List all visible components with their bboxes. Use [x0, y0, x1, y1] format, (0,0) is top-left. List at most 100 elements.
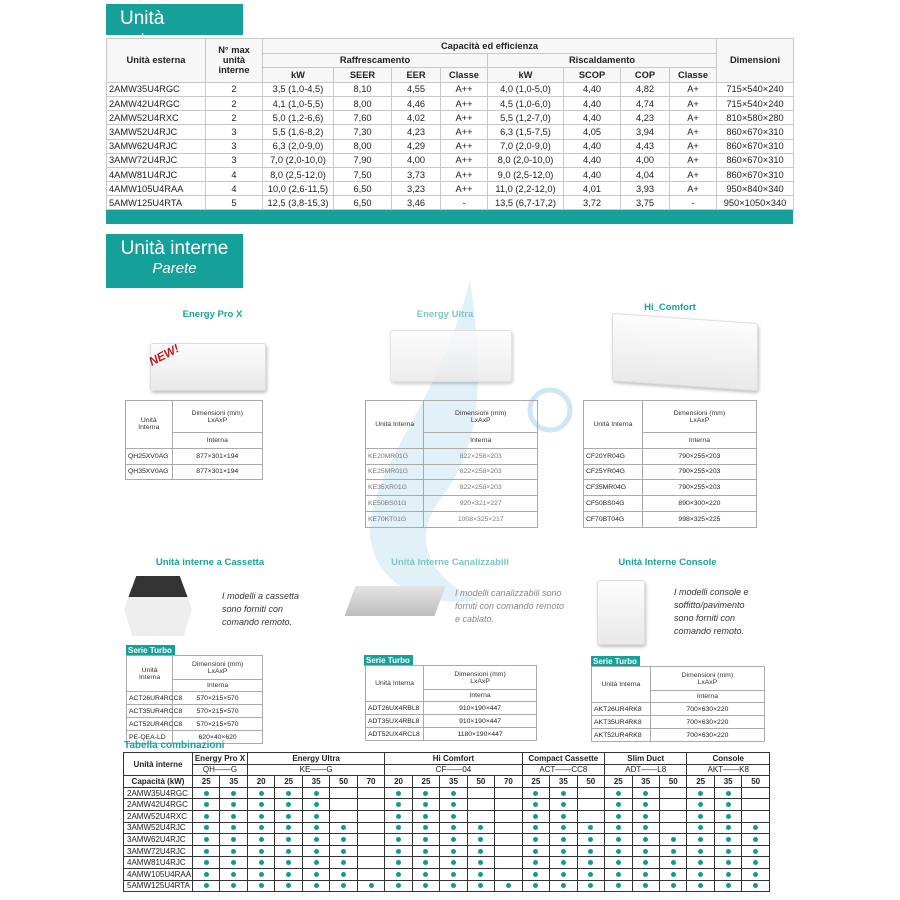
combo-cell: [411, 786, 441, 800]
combo-cell: [439, 821, 468, 835]
compatible-dot-icon: [478, 825, 484, 831]
combo-cell: [631, 821, 660, 835]
cell-eer: 4,23: [391, 124, 441, 140]
combo-row: 5AMW125U4RTA: [123, 879, 770, 893]
col-interna: Interna: [641, 432, 758, 449]
compatible-dot-icon: [615, 883, 621, 889]
table-row: 2AMW35U4RGC 2 3,5 (1,0-4,5) 8,10 4,55 A++ 4,0 …: [106, 81, 795, 97]
combo-cell: [384, 844, 413, 858]
cell-model: 3AMW72U4RJC: [106, 152, 206, 168]
combo-row: 2AMW35U4RGC: [123, 786, 770, 800]
group-code: ACT——CC8: [521, 763, 606, 777]
table-row: 5AMW125U4RTA 5 12,5 (3,8-15,3) 6,50 3,46-13,…: [106, 195, 795, 211]
table-row: ADT52UX4RCL8 1180×190×447: [364, 727, 537, 741]
cell-max-units: 3: [205, 138, 263, 154]
combo-cell: [576, 856, 606, 869]
console-image: [597, 580, 645, 645]
cell-max-units: 2: [205, 81, 263, 97]
compatible-dot-icon: [258, 825, 264, 831]
col-unit: Unità Interna: [125, 655, 174, 692]
cell-model: 3AMW52U4RJC: [106, 124, 206, 140]
combo-cell: [301, 856, 331, 869]
combo-cell: [466, 856, 496, 869]
compatible-dot-icon: [313, 836, 319, 842]
table-row: ADT35UX4RBL8 910×190×447: [364, 714, 537, 728]
lxaxp-label: LxAxP: [689, 416, 710, 424]
compatible-dot-icon: [450, 848, 456, 854]
compatible-dot-icon: [725, 860, 731, 866]
col-seer: SEER: [333, 67, 392, 83]
compatible-dot-icon: [725, 825, 731, 831]
energy-ultra-image: [390, 330, 512, 382]
cell-model: CF70BT04G: [583, 510, 643, 528]
combo-cell: [521, 867, 551, 881]
combination-table: Unità interne Energy Pro X Energy Ultra Hi …: [123, 751, 770, 893]
cell-heat-class: -: [668, 195, 718, 211]
compatible-dot-icon: [423, 883, 429, 889]
combo-cell: [658, 809, 688, 823]
combo-cell: [549, 786, 578, 800]
compatible-dot-icon: [560, 871, 566, 877]
cell-heat-kw: 9,0 (2,5-12,0): [487, 166, 564, 183]
combo-cell: [411, 798, 441, 811]
combo-cell: [384, 833, 413, 846]
table-row: 4AMW81U4RJC 4 8,0 (2,5-12,0) 7,50 3,73 A++ 9,0…: [106, 166, 795, 183]
combo-cell: [274, 786, 303, 800]
combo-cell: [411, 833, 441, 846]
compatible-dot-icon: [313, 790, 319, 796]
cell-dimensions: 950×840×340: [716, 181, 795, 197]
compatible-dot-icon: [560, 790, 566, 796]
compatible-dot-icon: [588, 848, 594, 854]
compatible-dot-icon: [615, 790, 621, 796]
table-row: KE50BS01G 920×321×227: [364, 495, 538, 512]
compatible-dot-icon: [396, 813, 402, 819]
combo-cell: [576, 833, 606, 846]
compatible-dot-icon: [698, 860, 704, 866]
table-row: 3AMW72U4RJC 3 7,0 (2,0-10,0) 7,90 4,00 A++ 8,0…: [106, 152, 795, 168]
table-row: QH25XV0AG 877×301×194: [125, 447, 264, 465]
compatible-dot-icon: [698, 790, 704, 796]
compatible-dot-icon: [670, 871, 676, 877]
compatible-dot-icon: [450, 790, 456, 796]
capacity-value: 35: [219, 775, 248, 788]
compatible-dot-icon: [753, 883, 759, 889]
dims-label: Dimensioni (mm): [681, 671, 734, 679]
cell-model: 2AMW42U4RGC: [106, 95, 206, 112]
compatible-dot-icon: [396, 825, 402, 831]
cell-cool-kw: 5,5 (1,6-8,2): [262, 124, 334, 140]
cell-model: ACT52UR4RCC8: [125, 717, 182, 731]
col-unit: Unità esterna: [106, 38, 206, 83]
compatible-dot-icon: [533, 836, 539, 842]
compatible-dot-icon: [588, 871, 594, 877]
table-row: CF70BT04G 998×325×225: [583, 510, 758, 528]
compatible-dot-icon: [203, 883, 209, 889]
table-row: KE35XR01G 822×258×203: [364, 479, 538, 497]
cell-seer: 8,10: [333, 81, 392, 97]
compatible-dot-icon: [396, 848, 402, 854]
combo-cell: [411, 809, 441, 823]
cell-model: 2AMW42U4RGC: [123, 798, 193, 811]
combo-cell: [219, 879, 248, 893]
compatible-dot-icon: [643, 825, 649, 831]
compatible-dot-icon: [560, 848, 566, 854]
table-row: AKT52UR4RK8 700×630×220: [591, 728, 766, 742]
combo-row: 2AMW42U4RGC: [123, 798, 770, 811]
capacity-value: 25: [191, 775, 221, 788]
compatible-dot-icon: [423, 860, 429, 866]
col-interna: Interna: [423, 432, 538, 449]
combo-cell: [549, 844, 578, 858]
combo-cell: [411, 879, 441, 893]
combo-cell: [191, 786, 221, 800]
combo-cell: [356, 844, 386, 858]
cell-heat-class: A+: [668, 166, 718, 183]
combo-cell: [329, 879, 358, 893]
compatible-dot-icon: [423, 871, 429, 877]
combo-cell: [494, 786, 523, 800]
compatible-dot-icon: [588, 836, 594, 842]
cell-seer: 6,50: [333, 195, 392, 211]
combo-cell: [549, 821, 578, 835]
combo-cell: [274, 856, 303, 869]
compatible-dot-icon: [286, 836, 292, 842]
cell-eer: 4,00: [391, 152, 441, 168]
compatible-dot-icon: [231, 871, 237, 877]
